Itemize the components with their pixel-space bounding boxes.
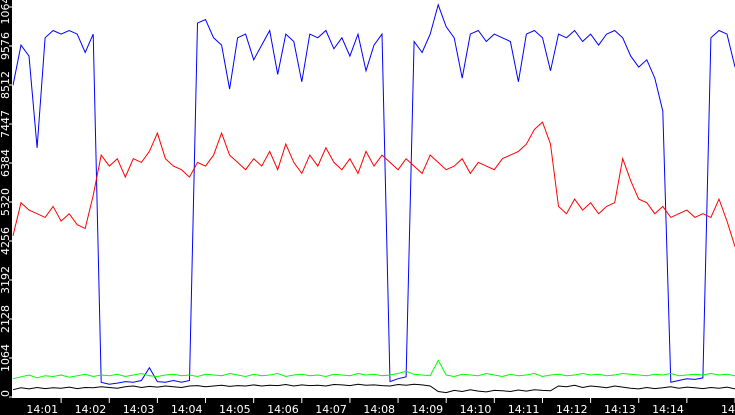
x-tick-label: 14:04	[171, 403, 203, 415]
y-tick-label: 5320	[0, 188, 12, 216]
x-tick-label: 14:07	[315, 403, 347, 415]
x-tick-label: 14:02	[75, 403, 107, 415]
y-tick-label: 3192	[0, 266, 12, 294]
x-tick-label: 14:13	[604, 403, 636, 415]
x-tick-label: 14:10	[460, 403, 492, 415]
y-axis-band	[0, 0, 12, 415]
x-tick-label: 14:11	[508, 403, 540, 415]
series-line-1	[12, 121, 735, 247]
y-tick-label: 7447	[0, 110, 12, 138]
y-tick-label: 9576	[0, 32, 12, 60]
x-tick-label: 14:12	[556, 403, 588, 415]
y-tick-label: 4256	[0, 227, 12, 255]
series-line-3	[12, 383, 735, 394]
x-tick-label: 14:08	[363, 403, 395, 415]
y-tick-label: 8512	[0, 71, 12, 99]
y-tick-label: 10640	[0, 0, 12, 25]
series-layer	[12, 3, 735, 394]
x-tick-label: 14:05	[219, 403, 251, 415]
x-tick-label: 14:06	[267, 403, 299, 415]
series-line-0	[12, 3, 735, 385]
x-tick-label: 14:14	[652, 403, 684, 415]
x-tick-label: 14:09	[411, 403, 443, 415]
x-tick-label: 14	[721, 403, 735, 415]
x-tick-label: 14:03	[123, 403, 155, 415]
y-tick-label: 1064	[0, 344, 12, 372]
x-axis-band	[0, 398, 735, 415]
x-tick-label: 14:01	[26, 403, 58, 415]
y-tick-label: 2128	[0, 305, 12, 333]
y-tick-label: 6384	[0, 149, 12, 177]
y-tick-label: 0	[0, 390, 12, 397]
series-line-2	[12, 359, 735, 380]
